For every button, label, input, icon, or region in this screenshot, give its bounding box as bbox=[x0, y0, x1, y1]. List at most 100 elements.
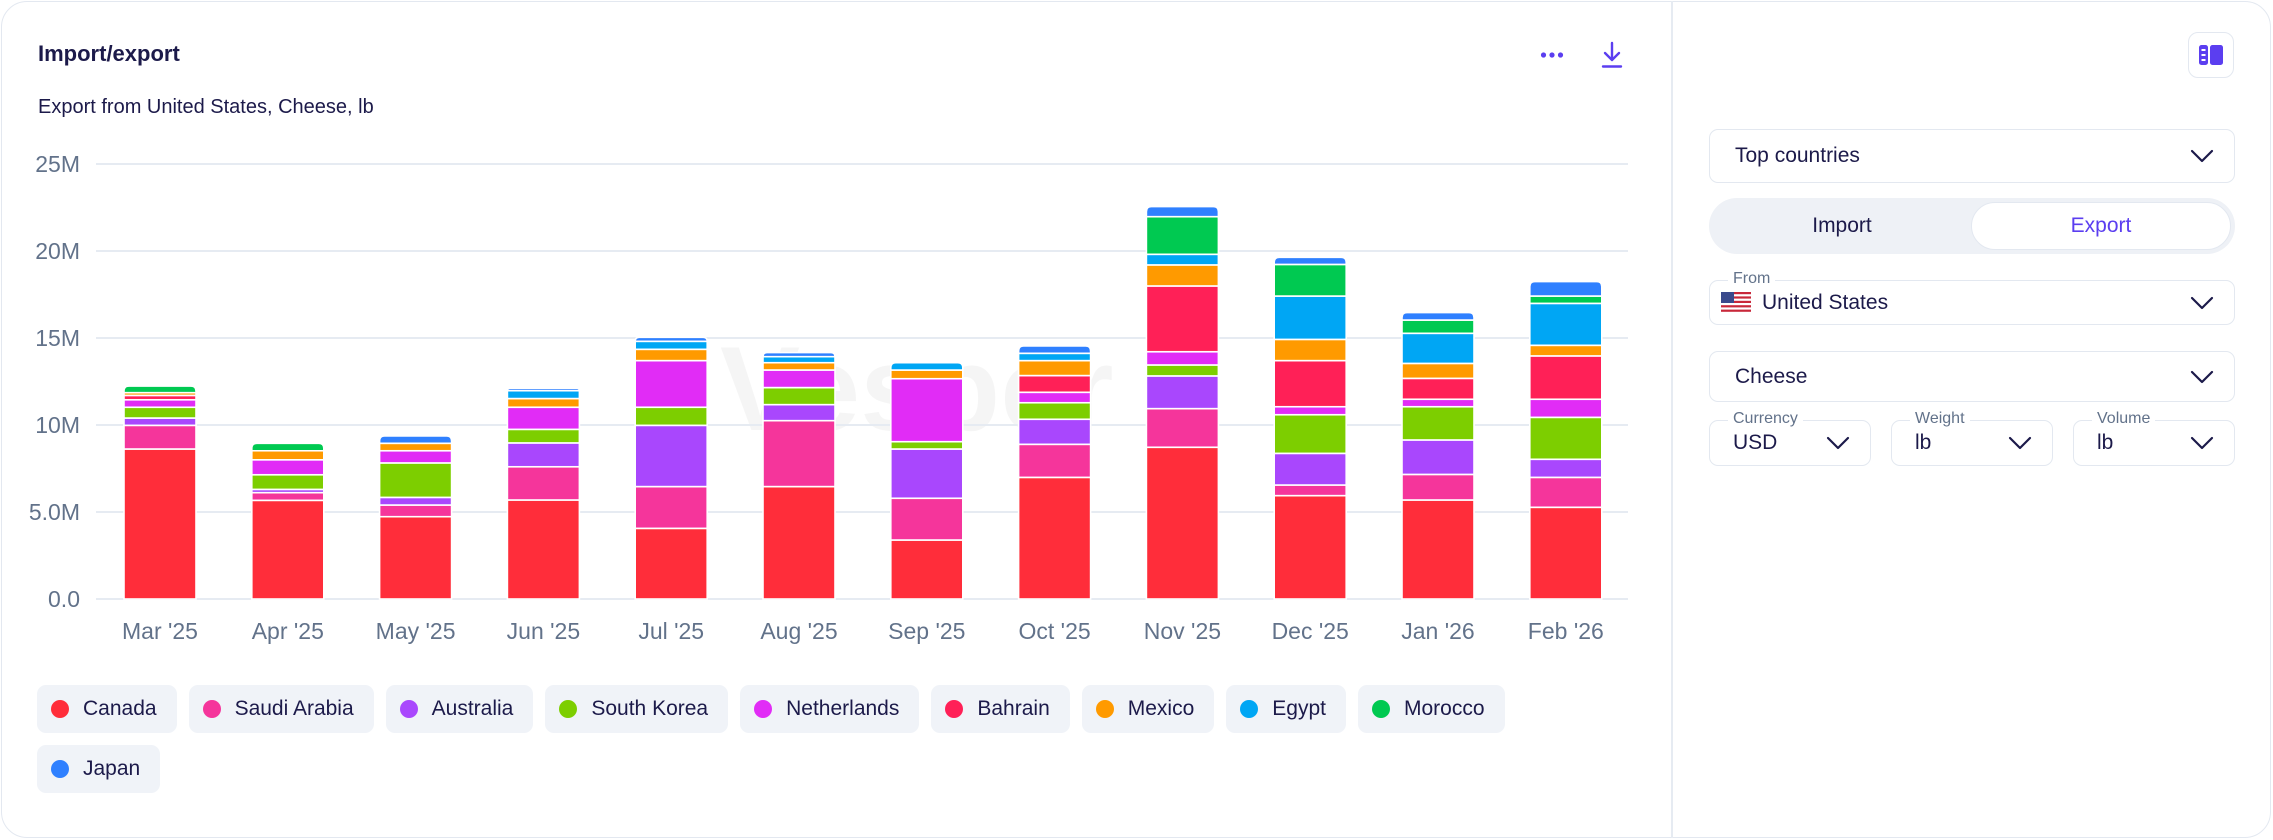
bar-segment bbox=[1145, 375, 1220, 410]
bar-segment bbox=[1145, 205, 1220, 218]
legend-color-dot-icon bbox=[1240, 700, 1259, 718]
more-options-button[interactable] bbox=[1534, 38, 1570, 72]
bar-segment bbox=[634, 340, 709, 351]
bar-segment bbox=[1273, 405, 1347, 416]
legend-item[interactable]: Saudi Arabia bbox=[188, 685, 374, 733]
legend-label: Saudi Arabia bbox=[234, 697, 354, 720]
bar-segment bbox=[1273, 452, 1347, 486]
x-tick-label: Apr '25 bbox=[252, 618, 324, 644]
legend-item[interactable]: Netherlands bbox=[740, 685, 920, 733]
legend-item[interactable]: South Korea bbox=[545, 685, 729, 733]
x-tick-label: Dec '25 bbox=[1272, 618, 1349, 644]
bar-stack bbox=[1529, 280, 1603, 600]
from-country-value: United States bbox=[1762, 290, 1889, 314]
bar-segment bbox=[378, 462, 453, 499]
product-select[interactable]: Cheese bbox=[1709, 351, 2235, 402]
chevron-down-icon bbox=[2008, 436, 2032, 450]
from-country-select[interactable]: From United States bbox=[1709, 270, 2235, 325]
bar-segment bbox=[1145, 446, 1220, 600]
bar-segment bbox=[889, 440, 964, 450]
legend-item[interactable]: Morocco bbox=[1357, 685, 1505, 733]
import-option[interactable]: Import bbox=[1812, 214, 1872, 237]
bar-stack bbox=[378, 435, 453, 600]
legend-color-dot-icon bbox=[399, 700, 418, 718]
bar-segment bbox=[251, 458, 325, 476]
x-tick-label: Feb '26 bbox=[1528, 618, 1604, 644]
download-icon bbox=[1601, 41, 1623, 68]
bar-segment bbox=[378, 504, 453, 518]
bar-segment bbox=[378, 442, 453, 452]
currency-select[interactable]: Currency USD bbox=[1709, 410, 1871, 466]
export-option[interactable]: Export bbox=[1971, 202, 2231, 250]
us-flag-icon bbox=[1721, 291, 1751, 314]
bar-segment bbox=[1529, 458, 1603, 479]
bar-segment bbox=[762, 369, 836, 389]
bar-segment bbox=[1017, 359, 1092, 377]
bar-segment bbox=[1017, 476, 1092, 600]
x-axis-labels: Mar '25 Apr '25 May '25 Jun '25 Jul '25 Aug '… bbox=[122, 618, 1604, 644]
bar-segment bbox=[762, 485, 836, 600]
chart-legend: Canada Saudi Arabia Australia South Korea Ne… bbox=[37, 685, 1597, 793]
bar-segment bbox=[1017, 391, 1092, 404]
bar-segment bbox=[1529, 280, 1603, 297]
panel-layout-icon bbox=[2199, 45, 2223, 65]
chevron-down-icon bbox=[2190, 149, 2214, 163]
x-tick-label: Nov '25 bbox=[1144, 618, 1221, 644]
legend-item[interactable]: Canada bbox=[37, 685, 177, 733]
legend-item[interactable]: Mexico bbox=[1081, 685, 1215, 733]
bar-segment bbox=[1401, 473, 1475, 501]
bar-segment bbox=[634, 424, 709, 488]
bar-stack bbox=[1145, 205, 1220, 600]
download-button[interactable] bbox=[1596, 36, 1628, 74]
legend-label: Egypt bbox=[1272, 697, 1326, 720]
bar-stack bbox=[889, 361, 964, 600]
volume-unit-select[interactable]: Volume lb bbox=[2073, 410, 2235, 466]
legend-label: Mexico bbox=[1127, 697, 1195, 720]
weight-unit-select[interactable]: Weight lb bbox=[1891, 410, 2053, 466]
toggle-panel-button[interactable] bbox=[2188, 32, 2234, 78]
legend-color-dot-icon bbox=[51, 700, 69, 718]
legend-label: Australia bbox=[431, 697, 514, 720]
y-tick-label: 20M bbox=[35, 238, 80, 264]
bar-segment bbox=[1273, 484, 1347, 497]
chevron-down-icon bbox=[2190, 296, 2214, 309]
bar-segment bbox=[1529, 416, 1603, 461]
bar-segment bbox=[1145, 264, 1220, 287]
bar-segment bbox=[251, 449, 325, 461]
bar-stack bbox=[1273, 256, 1347, 600]
bar-segment bbox=[1401, 311, 1475, 321]
bar-segment bbox=[1401, 319, 1475, 335]
legend-color-dot-icon bbox=[945, 700, 964, 718]
bar-segment bbox=[378, 496, 453, 506]
bar-segment bbox=[1401, 499, 1475, 600]
x-tick-label: Jun '25 bbox=[507, 618, 580, 644]
bar-stack bbox=[251, 442, 325, 600]
bar-segment bbox=[506, 389, 581, 400]
bar-segment bbox=[506, 465, 581, 501]
legend-color-dot-icon bbox=[202, 700, 221, 718]
bar-stack bbox=[123, 385, 197, 600]
widget-title: Import/export bbox=[38, 41, 180, 66]
legend-color-dot-icon bbox=[754, 700, 773, 718]
mode-select[interactable]: Top countries bbox=[1709, 129, 2235, 183]
bar-segment bbox=[1529, 355, 1603, 401]
legend-item[interactable]: Japan bbox=[37, 745, 161, 793]
bar-segment bbox=[1401, 439, 1475, 476]
import-export-toggle: Import Export bbox=[1709, 198, 2235, 254]
bar-segment bbox=[1017, 443, 1092, 479]
legend-item[interactable]: Bahrain bbox=[931, 685, 1070, 733]
bar-segment bbox=[889, 377, 964, 443]
legend-label: Japan bbox=[83, 757, 141, 780]
bar-segment bbox=[1529, 476, 1603, 509]
weight-value: lb bbox=[1915, 431, 1932, 454]
legend-label: Bahrain bbox=[977, 697, 1050, 720]
bar-segment bbox=[378, 515, 453, 600]
legend-label: South Korea bbox=[591, 697, 709, 720]
grid: 0.0 5.0M 10M 15M 20M 25M bbox=[29, 151, 1628, 612]
legend-color-dot-icon bbox=[559, 700, 578, 718]
legend-item[interactable]: Australia bbox=[385, 685, 534, 733]
bar-segment bbox=[1145, 253, 1220, 266]
legend-item[interactable]: Egypt bbox=[1226, 685, 1346, 733]
bar-segment bbox=[762, 355, 836, 364]
currency-value: USD bbox=[1733, 431, 1778, 454]
